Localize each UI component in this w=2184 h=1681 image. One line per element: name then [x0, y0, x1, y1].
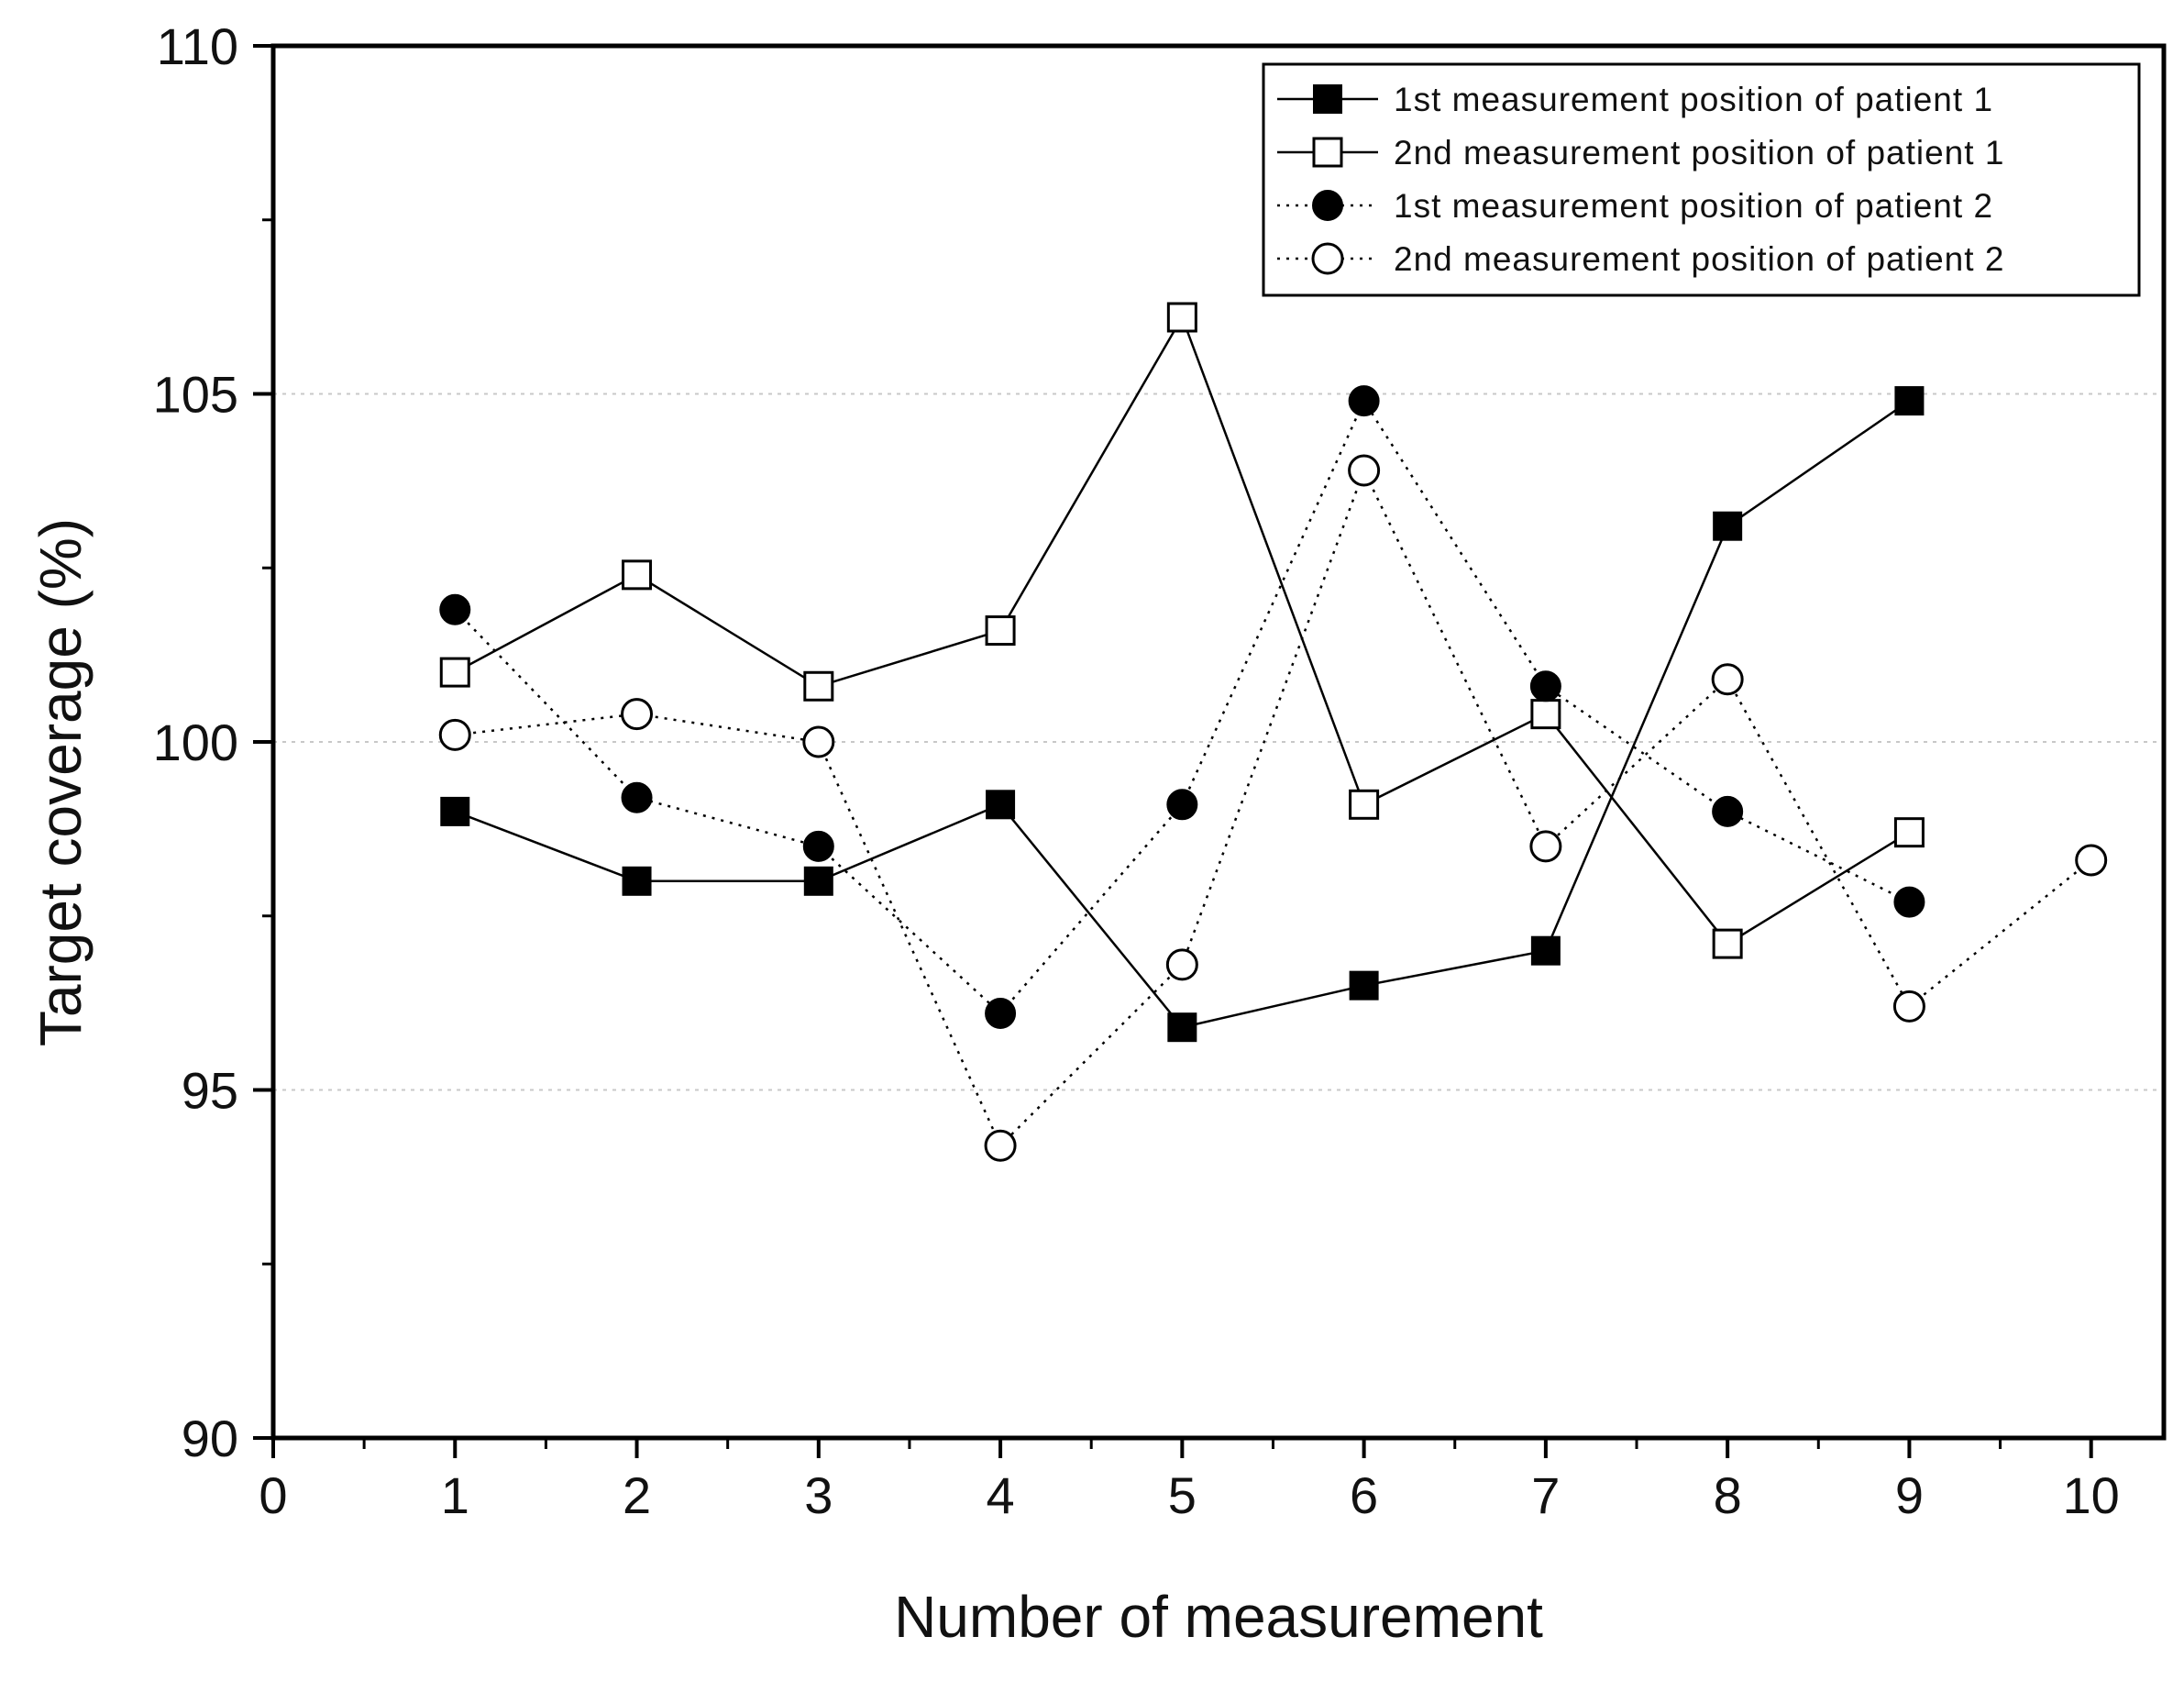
x-tick-label: 3 [804, 1466, 833, 1524]
data-point [984, 1129, 1017, 1162]
data-point [803, 866, 833, 896]
legend-box [1262, 62, 2141, 297]
data-point [1892, 990, 1925, 1023]
y-tick-label: 100 [153, 713, 238, 771]
y-tick-label: 105 [153, 366, 238, 424]
series-3 [439, 385, 1925, 1030]
data-point [1713, 511, 1743, 541]
legend-marker [1311, 242, 1344, 275]
data-point [1166, 789, 1198, 821]
data-point [2075, 844, 2108, 877]
data-point [802, 830, 834, 862]
x-tick-label: 10 [2063, 1466, 2120, 1524]
data-point [1711, 663, 1744, 696]
data-point [1348, 454, 1381, 487]
data-point [1893, 886, 1925, 918]
data-point [621, 698, 654, 731]
x-tick-label: 6 [1350, 1466, 1378, 1524]
legend-label: 2nd measurement position of patient 1 [1394, 134, 2004, 171]
data-point [1166, 302, 1197, 333]
x-tick-label: 2 [623, 1466, 651, 1524]
data-point [1894, 386, 1925, 416]
series-4 [438, 454, 2108, 1162]
legend-label: 2nd measurement position of patient 2 [1394, 240, 2004, 278]
data-point [1712, 928, 1743, 959]
x-tick-label: 8 [1714, 1466, 1742, 1524]
x-tick-label: 7 [1531, 1466, 1560, 1524]
x-tick-label: 4 [986, 1466, 1014, 1524]
data-point [622, 866, 652, 896]
legend: 1st measurement position of patient 1 2nd… [1262, 62, 2141, 297]
gridlines [273, 393, 2164, 1091]
data-point [439, 657, 470, 688]
x-tick-label: 1 [441, 1466, 469, 1524]
data-point [440, 796, 470, 826]
data-point [1165, 948, 1198, 981]
axes: 0 1 2 3 4 5 6 7 8 9 10 90 95 100 105 110 [153, 17, 2167, 1524]
series-line [454, 400, 1911, 1029]
series-line [455, 467, 2092, 1148]
data-point [1529, 830, 1562, 863]
data-point [1529, 670, 1561, 702]
series-2 [439, 302, 1925, 959]
y-axis-title: Target coverage (%) [28, 518, 94, 1046]
x-tick-label: 0 [259, 1466, 287, 1524]
legend-marker [1313, 84, 1342, 114]
data-point [1349, 970, 1379, 1001]
data-point [439, 593, 471, 625]
data-point [803, 670, 834, 702]
series-line [454, 398, 1910, 1015]
data-point [986, 790, 1016, 820]
series-1 [440, 386, 1925, 1043]
y-tick-label: 110 [157, 17, 238, 75]
legend-entry: 1st measurement position of patient 1 [1277, 81, 1993, 118]
data-point [622, 559, 653, 591]
x-axis-title: Number of measurement [894, 1584, 1543, 1650]
data-point [985, 998, 1017, 1030]
data-point [802, 725, 835, 758]
legend-entry: 1st measurement position of patient 2 [1277, 187, 1993, 225]
data-point [621, 781, 653, 813]
data-point [1530, 699, 1561, 730]
data-point [985, 615, 1016, 647]
data-point [1167, 1012, 1197, 1043]
data-point [1712, 795, 1744, 827]
legend-entry: 2nd measurement position of patient 1 [1277, 134, 2004, 171]
x-tick-label: 5 [1168, 1466, 1197, 1524]
data-point [1530, 935, 1561, 966]
data-point [1349, 789, 1380, 820]
y-tick-label: 95 [182, 1062, 238, 1120]
data-point [1348, 385, 1380, 417]
data-point [1893, 817, 1925, 848]
series-line [454, 315, 1911, 946]
legend-entry: 2nd measurement position of patient 2 [1277, 240, 2004, 278]
legend-label: 1st measurement position of patient 2 [1394, 187, 1993, 225]
legend-label: 1st measurement position of patient 1 [1394, 81, 1993, 118]
data-point [438, 718, 471, 751]
y-tick-label: 90 [182, 1410, 238, 1467]
legend-marker [1312, 137, 1343, 168]
series-layer [438, 302, 2108, 1162]
x-tick-label: 9 [1895, 1466, 1924, 1524]
legend-marker [1312, 190, 1343, 221]
